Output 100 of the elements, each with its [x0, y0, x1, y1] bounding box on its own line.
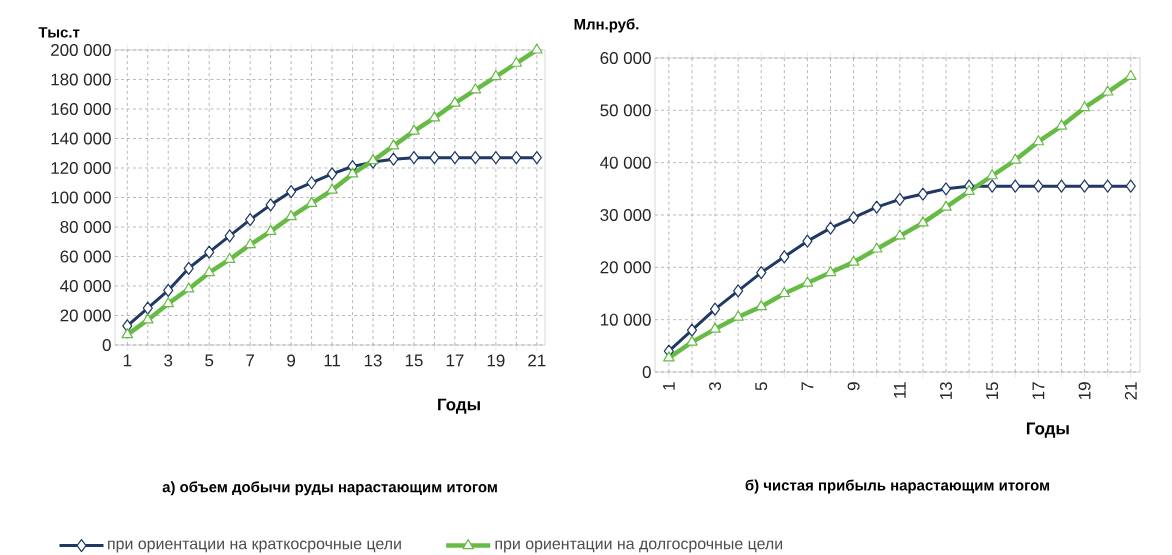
- x-tick-label: 5: [755, 382, 768, 391]
- point: [244, 238, 256, 249]
- y-axis-title: Млн.руб.: [574, 18, 639, 33]
- point: [825, 221, 836, 235]
- point: [686, 323, 698, 337]
- y-tick-label: 50 000: [600, 104, 651, 117]
- point: [848, 211, 859, 225]
- point: [326, 183, 338, 194]
- point: [162, 297, 175, 308]
- point: [142, 301, 153, 315]
- x-tick-label: 3: [164, 354, 173, 367]
- point: [663, 351, 675, 362]
- y-tick-label: 180 000: [51, 73, 111, 86]
- y-tick-label: 40 000: [60, 280, 111, 293]
- point: [531, 43, 543, 54]
- x-tick-label: 19: [1078, 382, 1091, 400]
- x-tick-label: 9: [287, 354, 296, 367]
- point: [802, 234, 813, 248]
- point: [203, 266, 215, 277]
- y-tick-label: 40 000: [600, 156, 651, 169]
- point: [1033, 179, 1044, 193]
- point: [346, 167, 359, 178]
- point: [285, 210, 297, 221]
- x-tick-label: 13: [364, 354, 382, 367]
- point: [1056, 179, 1067, 193]
- y-tick-label: 100 000: [51, 191, 111, 204]
- legend-label: при ориентации на долгосрочные цели: [495, 540, 783, 553]
- x-tick-label: 15: [986, 382, 999, 400]
- point: [940, 200, 952, 211]
- y-tick-label: 60 000: [600, 52, 651, 65]
- x-tick-label: 21: [1124, 382, 1137, 400]
- x-axis-title: Годы: [438, 398, 480, 414]
- x-tick-label: 17: [1032, 382, 1045, 400]
- point: [1078, 101, 1091, 112]
- point: [510, 56, 523, 68]
- point: [490, 70, 502, 81]
- y-tick-label: 20 000: [600, 261, 651, 274]
- y-tick-label: 0: [642, 366, 651, 379]
- point: [245, 213, 256, 227]
- point: [756, 266, 767, 280]
- x-tick-label: 7: [801, 382, 814, 391]
- point: [408, 151, 420, 165]
- y-tick-label: 0: [102, 339, 111, 352]
- point: [1125, 179, 1136, 193]
- x-tick-label: 3: [709, 382, 722, 391]
- point: [732, 310, 744, 321]
- y-tick-label: 80 000: [60, 221, 111, 234]
- point: [917, 187, 929, 201]
- y-tick-label: 30 000: [600, 209, 651, 222]
- x-tick-label: 15: [405, 354, 423, 367]
- point: [265, 198, 276, 212]
- point: [286, 185, 297, 199]
- point: [1055, 119, 1068, 130]
- point: [490, 151, 501, 165]
- point: [986, 169, 998, 180]
- x-tick-label: 5: [205, 354, 214, 367]
- x-tick-label: 17: [446, 354, 464, 367]
- x-tick-label: 19: [487, 354, 505, 367]
- point: [388, 152, 399, 166]
- point: [511, 151, 522, 165]
- point: [1079, 179, 1090, 193]
- x-tick-label: 9: [847, 382, 860, 391]
- point: [709, 302, 721, 316]
- point: [470, 151, 481, 165]
- point: [1010, 179, 1021, 193]
- point: [224, 229, 235, 243]
- text: б) чистая прибыль нарастающим итогом: [745, 479, 1050, 494]
- legend-label: при ориентации на краткосрочные цели: [108, 540, 401, 553]
- point: [326, 167, 338, 181]
- point: [987, 179, 998, 193]
- point: [204, 245, 215, 259]
- point: [1032, 135, 1045, 146]
- x-tick-label: 1: [663, 382, 675, 390]
- point: [1102, 179, 1113, 193]
- point: [408, 124, 420, 135]
- point: [709, 322, 721, 333]
- point: [469, 83, 482, 94]
- point: [894, 192, 905, 207]
- point: [940, 182, 952, 196]
- point: [894, 229, 906, 240]
- x-tick-label: 7: [246, 354, 254, 367]
- point: [531, 151, 542, 165]
- x-tick-label: 13: [940, 382, 953, 400]
- x-tick-label: 11: [893, 382, 906, 398]
- x-tick-label: 1: [123, 354, 132, 367]
- point: [367, 154, 379, 165]
- y-tick-label: 10 000: [600, 313, 651, 326]
- point: [387, 139, 400, 150]
- x-tick-label: 21: [528, 354, 546, 367]
- y-tick-label: 200 000: [51, 44, 111, 57]
- point: [163, 284, 174, 298]
- point: [963, 185, 975, 196]
- point: [449, 151, 461, 165]
- x-axis-title: Годы: [1026, 422, 1069, 438]
- point: [429, 151, 440, 165]
- y-tick-label: 140 000: [51, 132, 111, 145]
- point: [428, 111, 441, 122]
- point: [917, 216, 929, 227]
- y-tick-label: 60 000: [60, 250, 111, 263]
- y-tick-label: 160 000: [51, 103, 111, 116]
